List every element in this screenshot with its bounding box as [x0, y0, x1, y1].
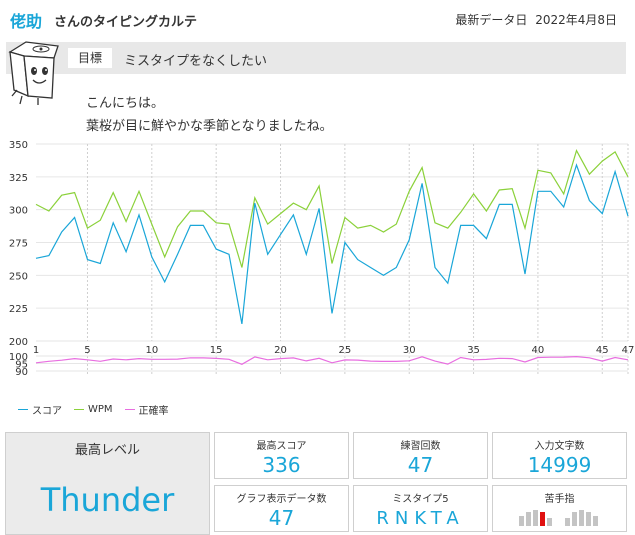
x-tick-label: 5 [84, 345, 90, 356]
series-line-wpm [35, 149, 629, 268]
stats-panel: 最高レベル Thunder 最高スコア 336 練習回数 47 入力文字数 14… [5, 432, 630, 535]
latest-data-label: 最新データ日 [455, 13, 528, 27]
x-tick-label: 1 [33, 345, 39, 356]
practice-count-value: 47 [407, 453, 434, 477]
max-score-value: 336 [262, 453, 301, 477]
x-tick-label: 25 [339, 345, 352, 356]
y-tick-label-accuracy: 100 [9, 352, 28, 363]
x-tick-label: 10 [145, 345, 158, 356]
input-chars-value: 14999 [527, 453, 592, 477]
series-line-score [35, 163, 629, 325]
finger-right-thumb [565, 518, 570, 526]
goal-text: ミスタイプをなくしたい [124, 54, 268, 69]
legend-item-wpm: WPM [74, 402, 113, 417]
y-tick-label-accuracy: 95 [15, 360, 28, 371]
top-miss-keys-title: ミスタイプ5 [392, 494, 449, 505]
legend-item-accuracy: 正確率 [124, 402, 169, 417]
top-miss-keys-card: ミスタイプ5 RNKTA [353, 485, 488, 532]
legend-label-score: スコア [32, 406, 62, 417]
series-line-accuracy [35, 355, 629, 365]
user-name: 佬助 [10, 12, 43, 31]
y-tick-label: 325 [9, 173, 28, 184]
legend-swatch-score [18, 409, 28, 410]
x-tick-label: 15 [210, 345, 223, 356]
max-score-title: 最高スコア [256, 441, 307, 452]
finger-left-thumb [547, 518, 552, 526]
max-level-title: 最高レベル [74, 443, 140, 458]
x-tick-label: 35 [467, 345, 480, 356]
legend-label-wpm: WPM [88, 404, 113, 415]
latest-data-date: 最新データ日 2022年4月8日 [451, 11, 617, 28]
x-tick-label: 30 [403, 345, 416, 356]
header: 佬助 さんのタイピングカルテ 最新データ日 2022年4月8日 [0, 0, 635, 38]
page-title: さんのタイピングカルテ [54, 15, 198, 30]
y-tick-label: 350 [9, 140, 28, 151]
chart-legend: スコア WPM 正確率 [18, 402, 169, 417]
y-tick-label-accuracy: 90 [15, 367, 28, 378]
finger-left-middle [533, 510, 538, 526]
input-chars-card: 入力文字数 14999 [492, 432, 627, 479]
x-tick-label: 47 [622, 345, 635, 356]
y-tick-label: 200 [9, 337, 28, 348]
graph-data-count-card: グラフ表示データ数 47 [214, 485, 349, 532]
finger-left-pinky [519, 516, 524, 526]
finger-right-ring [586, 512, 591, 526]
x-tick-label: 45 [596, 345, 609, 356]
legend-label-accuracy: 正確率 [138, 406, 169, 417]
latest-data-value: 2022年4月8日 [535, 13, 617, 27]
weak-finger-hand-icon [519, 510, 598, 526]
legend-swatch-accuracy [124, 409, 135, 410]
goal-label: 目標 [68, 48, 112, 68]
graph-data-count-title: グラフ表示データ数 [236, 494, 327, 505]
max-score-card: 最高スコア 336 [214, 432, 349, 479]
finger-left-index-weak [540, 512, 545, 526]
y-tick-label: 225 [9, 304, 28, 315]
legend-swatch-wpm [74, 409, 84, 410]
practice-count-title: 練習回数 [400, 441, 441, 452]
max-level-card: 最高レベル Thunder [5, 432, 210, 535]
finger-right-pinky [593, 516, 598, 526]
y-tick-label: 250 [9, 271, 28, 282]
input-chars-title: 入力文字数 [534, 441, 585, 452]
weak-finger-card: 苦手指 [492, 485, 627, 532]
greeting-line-1: こんにちは。 [86, 96, 165, 111]
max-level-value: Thunder [40, 481, 175, 519]
finger-right-middle [579, 510, 584, 526]
x-tick-label: 20 [274, 345, 287, 356]
top-miss-keys-value: RNKTA [376, 508, 465, 529]
weak-finger-title: 苦手指 [544, 494, 575, 505]
greeting-line-2: 葉桜が目に鮮やかな季節となりましたね。 [86, 119, 333, 134]
finger-right-index [572, 512, 577, 526]
x-tick-label: 40 [532, 345, 545, 356]
mascot-icon [8, 41, 59, 105]
y-tick-label: 275 [9, 239, 28, 250]
practice-count-card: 練習回数 47 [353, 432, 488, 479]
legend-item-score: スコア [18, 402, 62, 417]
y-tick-label: 300 [9, 206, 28, 217]
graph-data-count-value: 47 [268, 506, 295, 530]
finger-left-ring [526, 512, 531, 526]
